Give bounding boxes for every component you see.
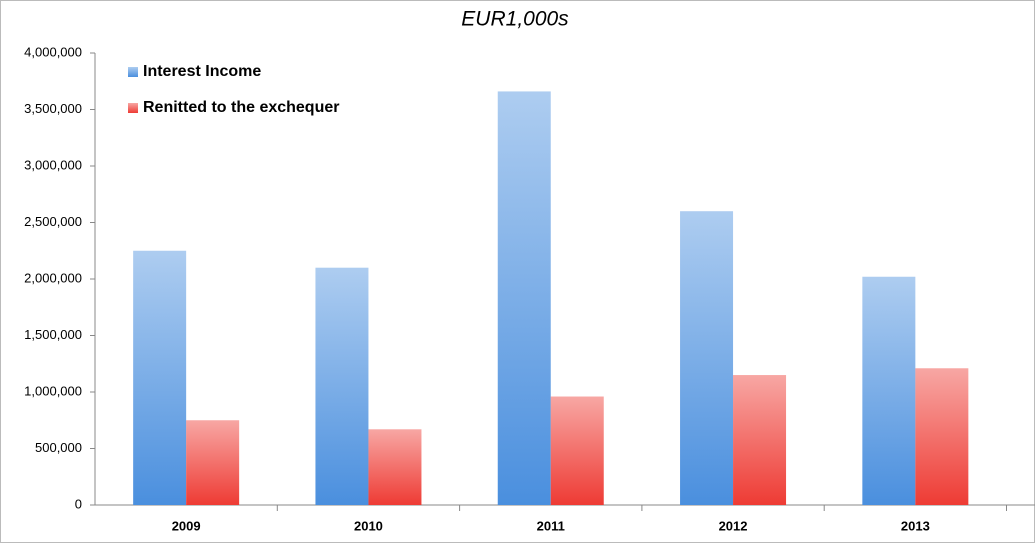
legend-swatch: [128, 103, 138, 113]
chart-subtitle: EUR1,000s: [461, 8, 569, 31]
bar: [368, 429, 422, 505]
y-tick-label: 2,500,000: [24, 214, 82, 229]
bar: [315, 267, 369, 505]
x-tick-label: 2011: [537, 518, 565, 533]
bar: [862, 276, 916, 505]
bar: [680, 211, 734, 505]
y-tick-label: 1,000,000: [24, 383, 82, 398]
bar: [186, 420, 240, 505]
x-tick-label: 2010: [354, 518, 383, 533]
x-tick-label: 2009: [172, 518, 201, 533]
bar: [133, 250, 187, 505]
legend-label: Renitted to the exchequer: [143, 99, 339, 116]
bar: [497, 91, 551, 506]
bar: [550, 396, 604, 505]
y-tick-label: 1,500,000: [24, 327, 82, 342]
bar: [915, 368, 969, 505]
y-tick-label: 3,000,000: [24, 157, 82, 172]
legend-swatch: [128, 67, 138, 77]
legend-label: Interest Income: [143, 63, 261, 80]
bar: [733, 375, 787, 505]
y-tick-label: 0: [75, 496, 82, 511]
y-tick-label: 3,500,000: [24, 101, 82, 116]
x-tick-label: 2012: [719, 518, 748, 533]
y-tick-label: 2,000,000: [24, 270, 82, 285]
x-tick-label: 2013: [901, 518, 930, 533]
y-tick-label: 4,000,000: [24, 44, 82, 59]
y-tick-label: 500,000: [35, 440, 82, 455]
